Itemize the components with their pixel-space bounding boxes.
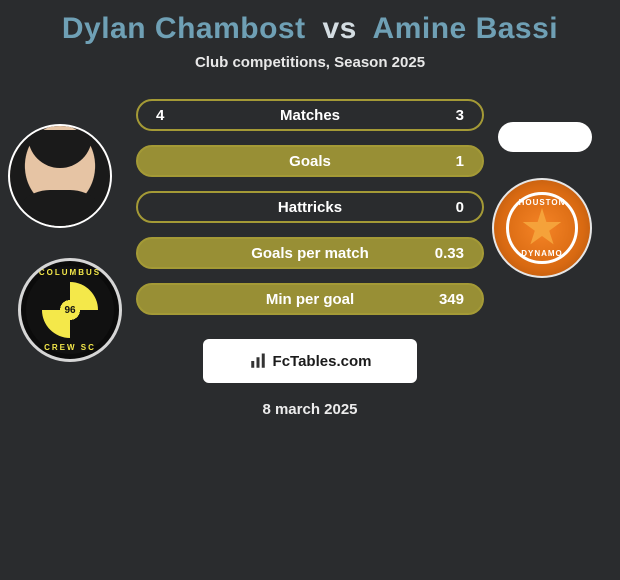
badge-text-bottom: DYNAMO xyxy=(500,249,584,258)
stat-row: Hattricks0 xyxy=(136,191,484,223)
player1-avatar xyxy=(8,124,112,228)
stat-left-value: 4 xyxy=(156,107,192,124)
badge-text-bottom: CREW SC xyxy=(26,343,114,352)
stat-row: Goals per match0.33 xyxy=(136,237,484,269)
title-player2: Amine Bassi xyxy=(373,12,559,45)
face-icon xyxy=(10,126,110,226)
stat-row: Goals1 xyxy=(136,145,484,177)
player1-club-badge: COLUMBUS CREW SC xyxy=(18,258,122,362)
stat-label: Hattricks xyxy=(192,199,428,216)
stat-label: Matches xyxy=(192,107,428,124)
badge-text-top: HOUSTON xyxy=(500,198,584,207)
stat-label: Min per goal xyxy=(192,291,428,308)
stat-right-value: 1 xyxy=(428,153,464,170)
badge-text-top: COLUMBUS xyxy=(26,268,114,277)
subtitle: Club competitions, Season 2025 xyxy=(0,54,620,71)
stat-label: Goals xyxy=(192,153,428,170)
houston-dynamo-badge-icon: HOUSTON DYNAMO xyxy=(500,186,584,270)
watermark-text: FcTables.com xyxy=(273,353,372,370)
stat-row: Min per goal349 xyxy=(136,283,484,315)
bar-chart-icon xyxy=(249,352,267,370)
player2-avatar xyxy=(498,122,592,152)
columbus-crew-badge-icon: COLUMBUS CREW SC xyxy=(26,266,114,354)
page-title: Dylan Chambost vs Amine Bassi xyxy=(0,0,620,46)
stat-right-value: 0 xyxy=(428,199,464,216)
title-player1: Dylan Chambost xyxy=(62,12,306,45)
title-vs: vs xyxy=(322,12,356,45)
stat-right-value: 349 xyxy=(428,291,464,308)
date-text: 8 march 2025 xyxy=(0,401,620,418)
stat-row: 4Matches3 xyxy=(136,99,484,131)
stat-right-value: 3 xyxy=(428,107,464,124)
badge-core-icon xyxy=(42,282,98,338)
watermark: FcTables.com xyxy=(203,339,417,383)
stat-label: Goals per match xyxy=(192,245,428,262)
player2-club-badge: HOUSTON DYNAMO xyxy=(492,178,592,278)
stat-right-value: 0.33 xyxy=(428,245,464,262)
